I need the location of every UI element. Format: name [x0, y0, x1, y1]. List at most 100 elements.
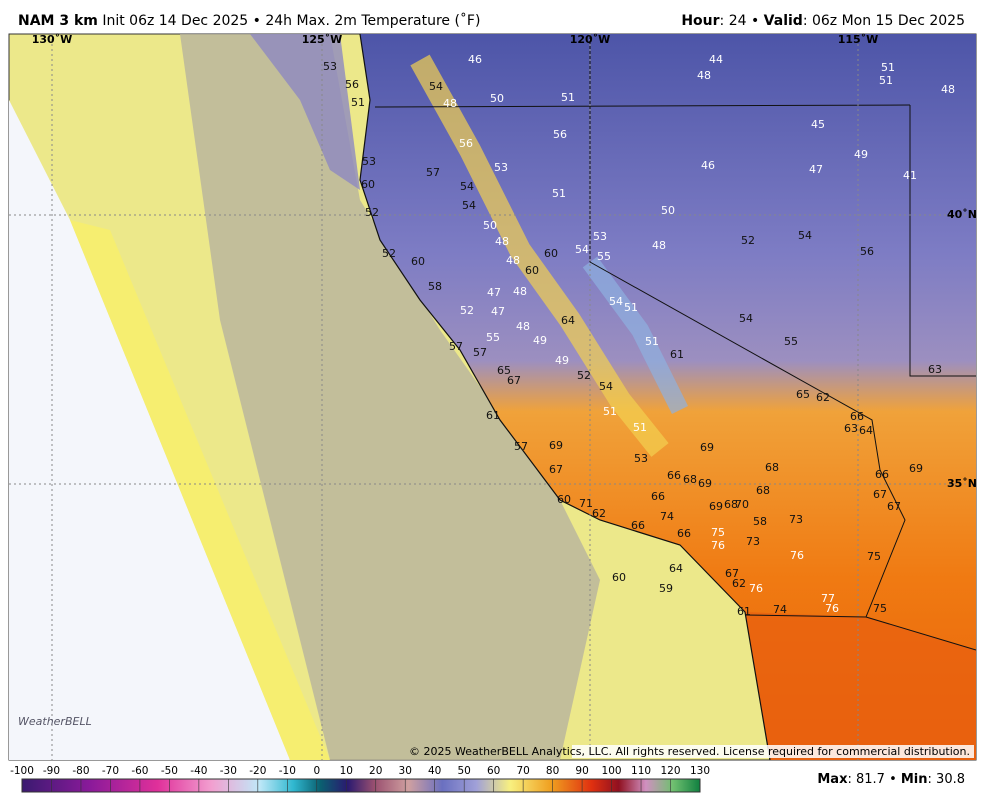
temperature-label: 48 [513, 285, 527, 298]
temperature-label: 69 [709, 500, 723, 513]
colorbar-tick-label: -100 [10, 765, 34, 777]
temperature-label: 64 [669, 562, 683, 575]
temperature-label: 49 [533, 334, 547, 347]
valid-value: : 06z Mon 15 Dec 2025 [803, 13, 965, 29]
colorbar-tick-label: 0 [313, 765, 320, 777]
grid-label: 40˚N [947, 208, 977, 221]
temperature-label: 74 [660, 510, 674, 523]
temperature-label: 62 [816, 391, 830, 404]
temperature-label: 48 [652, 239, 666, 252]
temperature-label: 68 [683, 473, 697, 486]
temperature-label: 75 [867, 550, 881, 563]
temperature-label: 62 [732, 577, 746, 590]
temperature-label: 57 [514, 440, 528, 453]
colorbar-tick-label: 110 [631, 765, 651, 777]
colorbar-tick-label: 70 [516, 765, 529, 777]
temperature-label: 63 [928, 363, 942, 376]
temperature-label: 69 [698, 477, 712, 490]
temperature-label: 65 [497, 364, 511, 377]
graticule [9, 34, 976, 760]
temperature-label: 56 [553, 128, 567, 141]
temperature-label: 67 [887, 500, 901, 513]
colorbar-tick-label: 90 [575, 765, 588, 777]
colorbar-tick-label: 40 [428, 765, 441, 777]
temperature-label: 60 [411, 255, 425, 268]
temperature-label: 54 [739, 312, 753, 325]
temperature-label: 58 [428, 280, 442, 293]
temperature-label: 74 [773, 603, 787, 616]
temperature-label: 48 [443, 97, 457, 110]
temperature-label: 53 [494, 161, 508, 174]
temperature-label: 51 [561, 91, 575, 104]
footer-stats: Max: 81.7 • Min: 30.8 [817, 772, 965, 787]
temperature-label: 41 [903, 169, 917, 182]
temperature-label: 50 [490, 92, 504, 105]
temperature-label: 58 [753, 515, 767, 528]
colorbar-tick-label: -10 [279, 765, 296, 777]
valid-label: Valid [764, 13, 803, 29]
temperature-label: 46 [701, 159, 715, 172]
temperature-label: 66 [875, 468, 889, 481]
temperature-label: 60 [612, 571, 626, 584]
temperature-label: 62 [592, 507, 606, 520]
temperature-label: 50 [483, 219, 497, 232]
colorbar-tick-label: -90 [43, 765, 60, 777]
temperature-label: 60 [525, 264, 539, 277]
temperature-label: 69 [700, 441, 714, 454]
temperature-label: 67 [507, 374, 521, 387]
temperature-label: 56 [459, 137, 473, 150]
temperature-label: 60 [544, 247, 558, 260]
colorbar-tick-label: -80 [72, 765, 89, 777]
temperature-label: 54 [462, 199, 476, 212]
temperature-label: 52 [365, 206, 379, 219]
temperature-label: 54 [798, 229, 812, 242]
temperature-label: 60 [361, 178, 375, 191]
colorbar-tick-label: 50 [457, 765, 470, 777]
colorbar-tick-label: 10 [340, 765, 353, 777]
temperature-label: 75 [873, 602, 887, 615]
copyright: © 2025 WeatherBELL Analytics, LLC. All r… [409, 745, 970, 758]
colorbar-tick-label: 20 [369, 765, 382, 777]
temperature-label: 52 [382, 247, 396, 260]
max-value: : 81.7 • [847, 772, 900, 787]
temperature-label: 48 [495, 235, 509, 248]
temperature-label: 75 [711, 526, 725, 539]
temperature-label: 47 [491, 305, 505, 318]
temperature-label: 68 [756, 484, 770, 497]
temperature-label: 54 [460, 180, 474, 193]
temperature-label: 53 [362, 155, 376, 168]
temperature-label: 73 [746, 535, 760, 548]
temperature-label: 47 [809, 163, 823, 176]
temperature-label: 69 [549, 439, 563, 452]
temperature-label: 71 [579, 497, 593, 510]
colorbar-tick-label: -20 [249, 765, 266, 777]
temperature-label: 48 [506, 254, 520, 267]
temperature-label: 70 [735, 498, 749, 511]
grid-label: 125˚W [302, 33, 343, 46]
colorbar-tick-label: -70 [102, 765, 119, 777]
temperature-label: 51 [881, 61, 895, 74]
temperature-label: 54 [609, 295, 623, 308]
colorbar-tick-label: -40 [190, 765, 207, 777]
temperature-label: 68 [724, 498, 738, 511]
header-left: NAM 3 km Init 06z 14 Dec 2025 • 24h Max.… [18, 12, 480, 29]
temperature-label: 54 [429, 80, 443, 93]
temperature-label: 56 [860, 245, 874, 258]
copyright-box [572, 745, 974, 758]
temperature-label: 67 [549, 463, 563, 476]
temperature-label: 61 [486, 409, 500, 422]
temperature-label: 51 [552, 187, 566, 200]
temperature-label: 52 [741, 234, 755, 247]
colorbar-tick-label: 100 [602, 765, 622, 777]
temperature-label: 73 [789, 513, 803, 526]
temperature-label: 66 [677, 527, 691, 540]
temperature-label: 53 [323, 60, 337, 73]
temperature-label: 50 [661, 204, 675, 217]
temperature-label: 45 [811, 118, 825, 131]
grid-label: 35˚N [947, 477, 977, 490]
temperature-label: 49 [854, 148, 868, 161]
temperature-label: 69 [909, 462, 923, 475]
min-value: : 30.8 [928, 772, 965, 787]
model-name: NAM 3 km [18, 13, 98, 29]
